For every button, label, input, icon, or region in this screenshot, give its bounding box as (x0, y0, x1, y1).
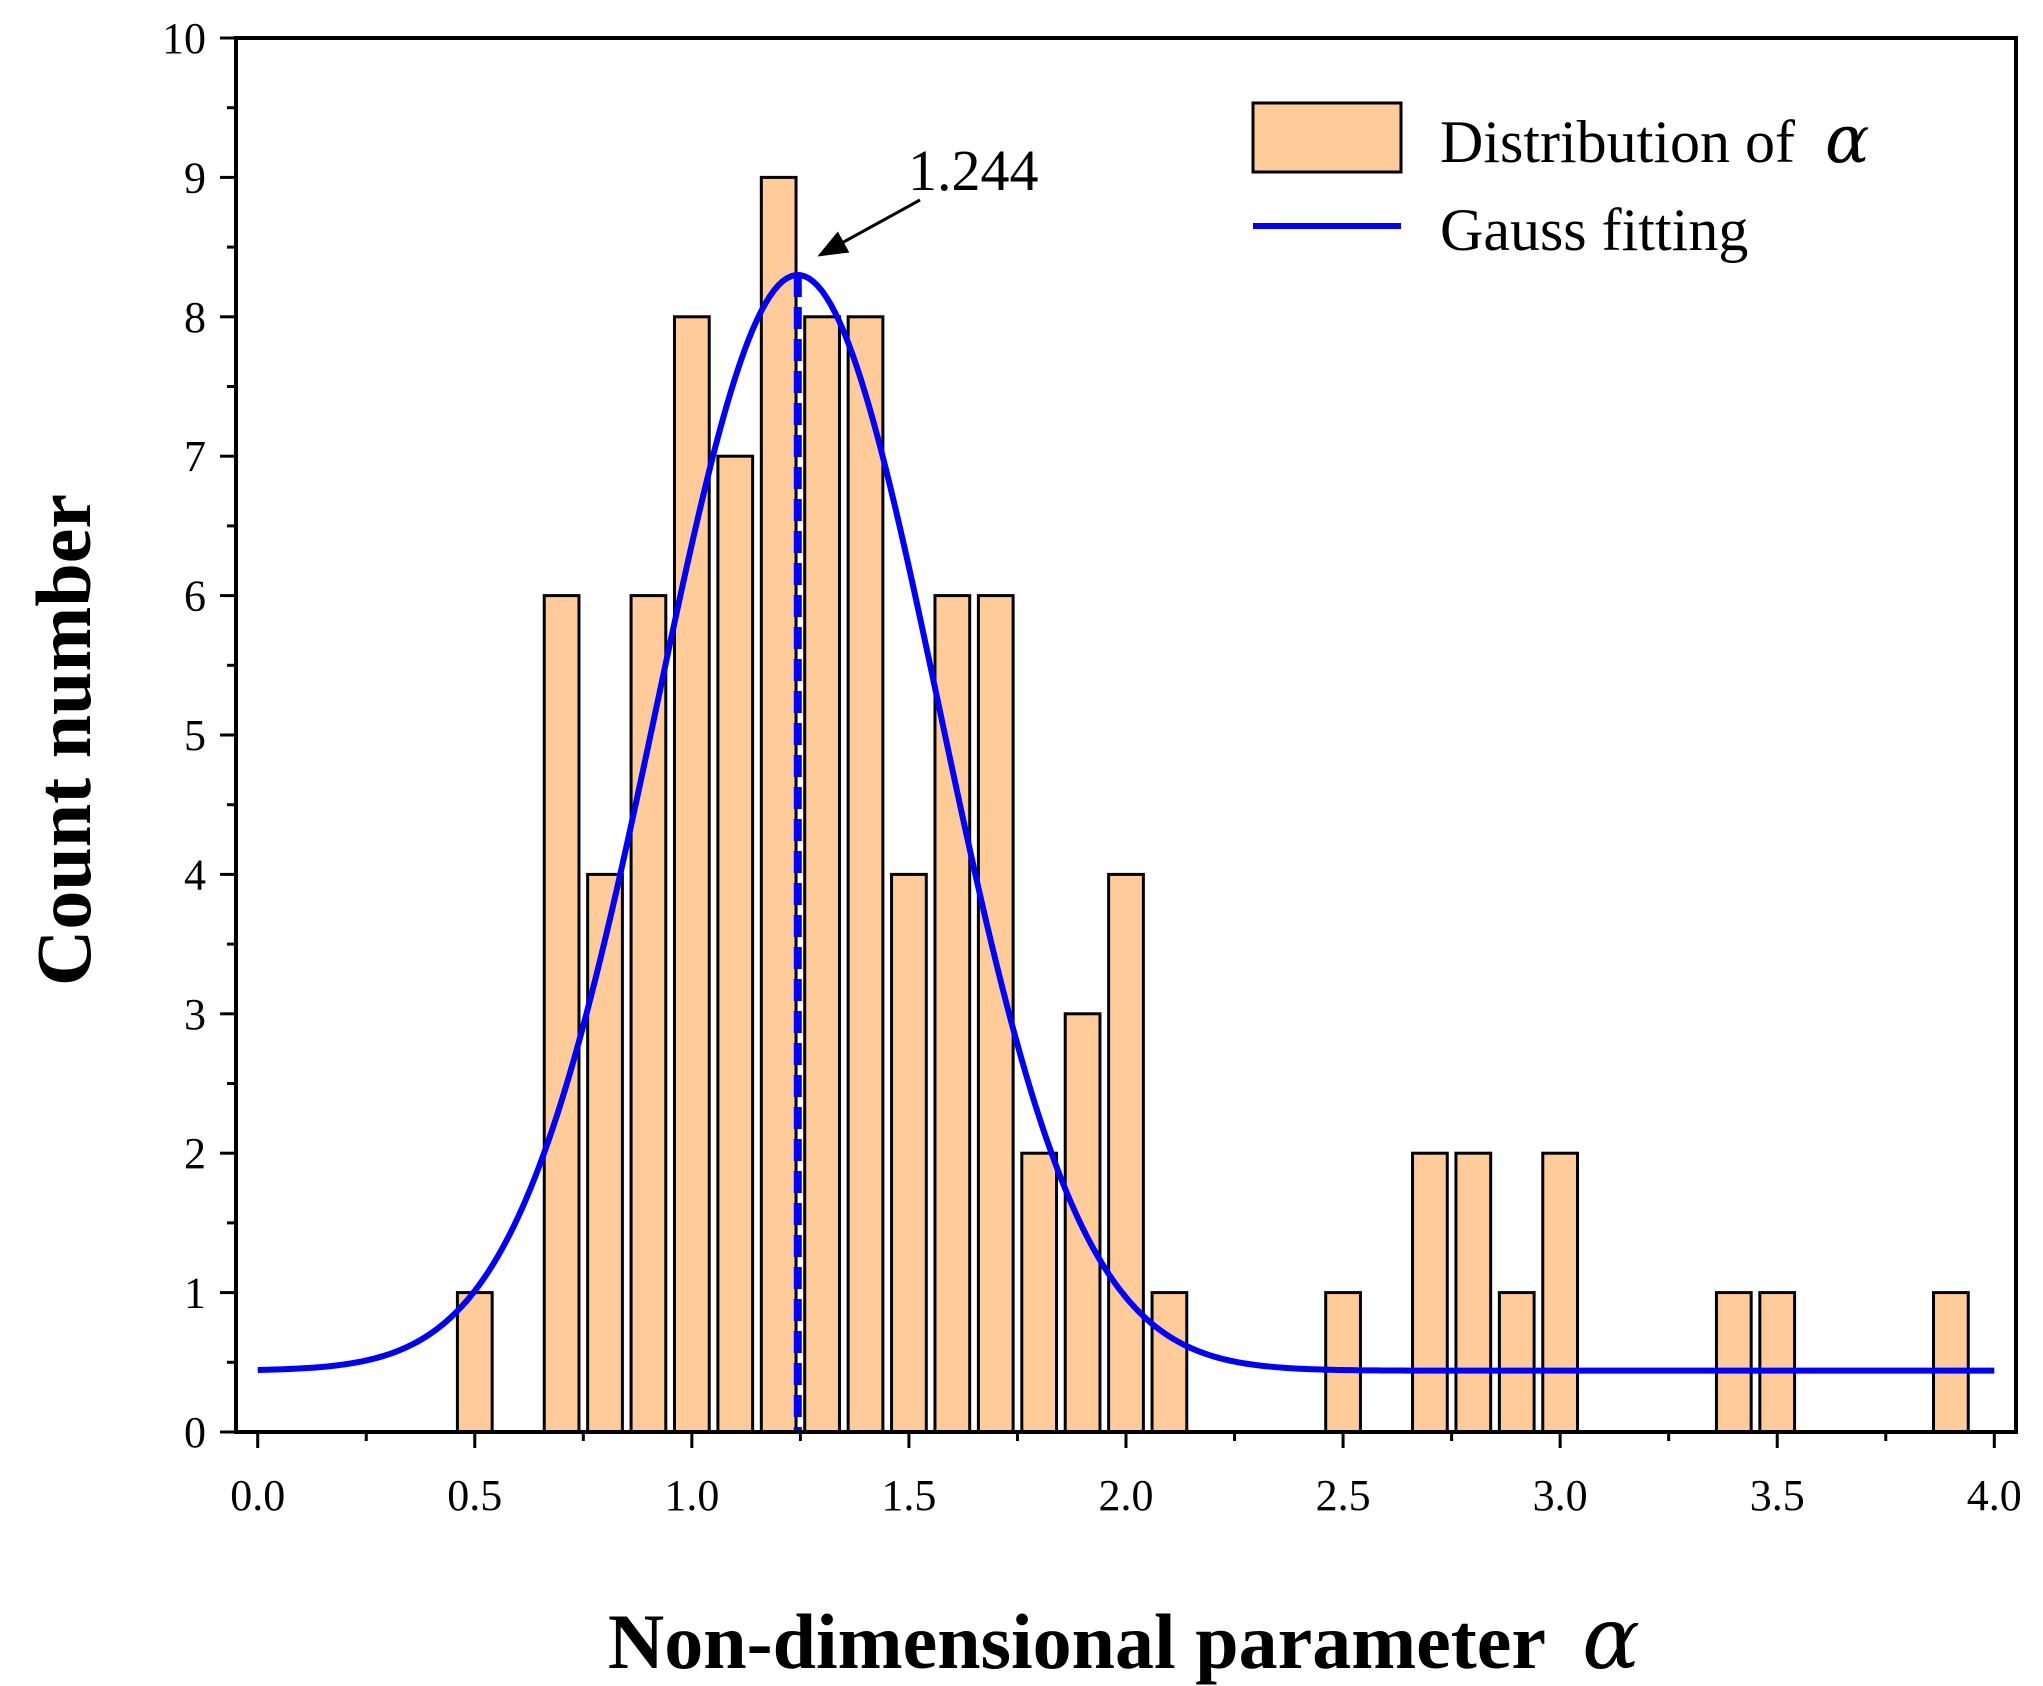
gauss-fit-line (257, 272, 1995, 1374)
y-tick-label: 5 (184, 711, 206, 760)
x-tick-label: 4.0 (1967, 1471, 2022, 1520)
gauss-fit-group (257, 272, 1995, 1374)
y-axis-title: Count number (20, 494, 107, 986)
histogram-bar (1932, 1291, 1970, 1434)
legend-bar-label: Distribution of α (1440, 101, 1870, 178)
histogram-bar (1454, 1151, 1493, 1434)
histogram-bar (846, 315, 885, 1434)
x-tick-label: 0.5 (447, 1471, 502, 1520)
legend-line-label: Gauss fitting (1440, 197, 1748, 263)
histogram-bar (1758, 1291, 1797, 1434)
histogram-bar (1324, 1291, 1362, 1434)
legend: Distribution of α Gauss fitting (1251, 101, 1870, 263)
x-tick-label: 2.5 (1316, 1471, 1371, 1520)
bars-group (455, 175, 1970, 1434)
y-tick-label: 6 (184, 572, 206, 621)
x-tick-label: 3.5 (1750, 1471, 1805, 1520)
y-tick-label: 4 (184, 850, 206, 899)
mean-annotation-label: 1.244 (908, 138, 1039, 203)
histogram-bar (803, 315, 841, 1434)
histogram-bar (890, 872, 928, 1434)
y-tick-label: 10 (162, 14, 206, 63)
histogram-bar (542, 594, 581, 1434)
histogram-bar (1497, 1291, 1536, 1434)
mean-annotation-arrow (817, 198, 921, 257)
legend-bar-swatch (1251, 101, 1403, 174)
histogram-bar (586, 872, 624, 1434)
histogram-bar (1020, 1151, 1059, 1434)
y-tick-label: 1 (184, 1269, 206, 1318)
x-axis-title: Non-dimensional parameter α (608, 1589, 1640, 1686)
histogram-bar (1714, 1291, 1753, 1434)
x-tick-label: 3.0 (1533, 1471, 1588, 1520)
ticks-group: 0.0 0.5 1.0 1.5 2.0 2.5 3.0 3.5 4.0 0 1 2 3 4 5 6 7 8 9 10 (162, 14, 2022, 1520)
y-tick-label: 2 (184, 1129, 206, 1178)
x-tick-label: 1.0 (664, 1471, 719, 1520)
y-tick-label: 8 (184, 293, 206, 342)
y-tick-label: 7 (184, 432, 206, 481)
histogram-bar (1541, 1151, 1580, 1434)
histogram-bar (1411, 1151, 1449, 1434)
y-tick-label: 9 (184, 153, 206, 202)
y-tick-label: 0 (184, 1408, 206, 1457)
x-tick-label: 1.5 (881, 1471, 936, 1520)
x-tick-label: 0.0 (230, 1471, 285, 1520)
histogram-bar (1150, 1291, 1189, 1434)
histogram-bar (716, 454, 755, 1434)
y-tick-label: 3 (184, 990, 206, 1039)
x-tick-label: 2.0 (1099, 1471, 1154, 1520)
histogram-bar (1107, 872, 1145, 1434)
histogram-bar (455, 1291, 494, 1434)
histogram-bar (759, 175, 798, 1434)
histogram-bar (629, 594, 668, 1434)
